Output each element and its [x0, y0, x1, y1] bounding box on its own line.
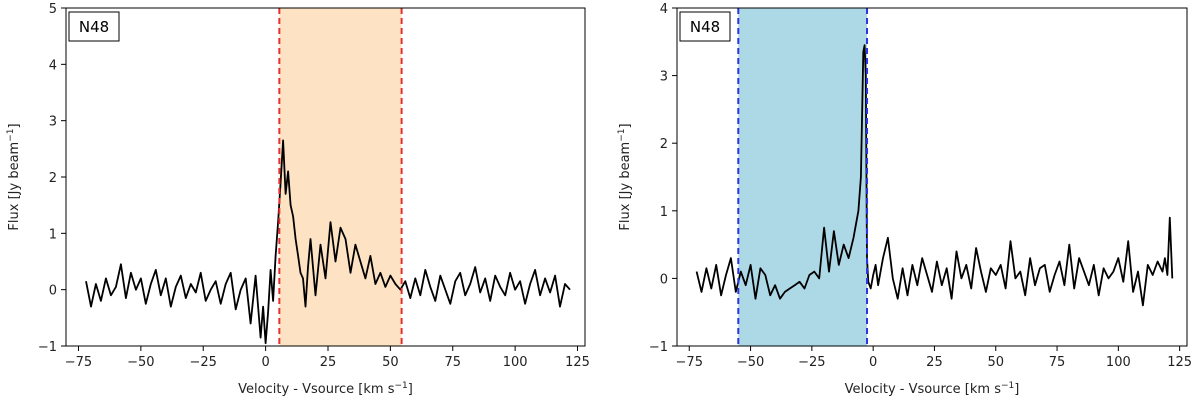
panel-tag: N48 — [679, 11, 731, 42]
y-tick-label: 4 — [660, 2, 668, 17]
x-tick-label: −50 — [127, 355, 154, 370]
x-tick-label: 125 — [1167, 355, 1192, 370]
x-tick-label: 100 — [1106, 355, 1131, 370]
x-tick-label: 100 — [503, 355, 528, 370]
plot-frame — [676, 7, 1188, 347]
x-tick-label: −75 — [676, 355, 703, 370]
right-spectrum-panel: −75 −50 −25 0 25 50 75 100 125 −1 0 1 2 3 4 Velocity - … — [617, 2, 1192, 397]
y-tick-label: 0 — [49, 284, 57, 299]
y-tick-label: −1 — [38, 340, 57, 355]
x-tick-label: 75 — [1049, 355, 1066, 370]
y-tick-label: 0 — [660, 272, 668, 287]
x-tick-label: 25 — [320, 355, 337, 370]
y-axis-label: Flux [Jy beam−1] — [617, 123, 633, 230]
panel-tag: N48 — [68, 11, 120, 42]
spectrum-line — [695, 44, 1174, 307]
x-axis-label: Velocity - Vsource [km s−1] — [238, 381, 413, 397]
panel-tag-box — [679, 11, 731, 42]
x-tick-label: 75 — [444, 355, 461, 370]
y-tick-label: 3 — [660, 70, 668, 85]
x-axis-label: Velocity - Vsource [km s−1] — [845, 381, 1020, 397]
left-spectrum-panel: −75 −50 −25 0 25 50 75 100 125 −1 0 1 2 3 4 5 Velocity -… — [6, 2, 590, 397]
y-tick-label: 2 — [660, 137, 668, 152]
x-tick-label: −75 — [65, 355, 92, 370]
x-tick-label: −50 — [737, 355, 764, 370]
x-tick-label: 25 — [926, 355, 943, 370]
x-tick-label: 0 — [261, 355, 269, 370]
y-tick-label: 4 — [49, 58, 57, 73]
x-tick-label: 125 — [565, 355, 590, 370]
x-tick-label: 50 — [987, 355, 1004, 370]
y-tick-label: 1 — [660, 205, 668, 220]
y-tick-label: 2 — [49, 171, 57, 186]
integration-band — [279, 8, 402, 346]
spectrum-line — [85, 139, 571, 345]
y-tick-label: 1 — [49, 227, 57, 242]
panel-tag-text: N48 — [690, 18, 720, 36]
y-tick-label: 5 — [49, 2, 57, 17]
panel-tag-box — [68, 11, 120, 42]
panel-tag-text: N48 — [79, 18, 109, 36]
x-tick-label: 50 — [382, 355, 399, 370]
y-tick-label: −1 — [649, 340, 668, 355]
y-axis-label: Flux [Jy beam−1] — [6, 123, 22, 230]
x-tick-label: −25 — [798, 355, 825, 370]
x-tick-label: 0 — [869, 355, 877, 370]
x-tick-label: −25 — [190, 355, 217, 370]
y-tick-label: 3 — [49, 115, 57, 130]
integration-band — [738, 8, 868, 346]
